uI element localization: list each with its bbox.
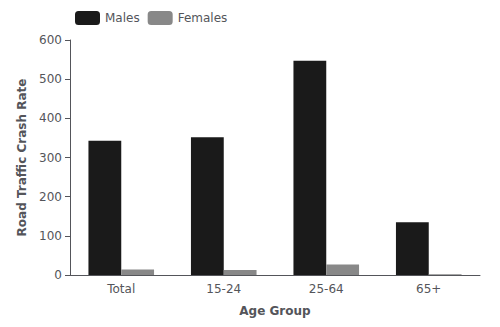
svg-text:300: 300	[39, 151, 62, 165]
svg-text:500: 500	[39, 72, 62, 86]
svg-text:Total: Total	[106, 282, 135, 296]
svg-text:25-64: 25-64	[309, 282, 344, 296]
svg-text:Females: Females	[178, 11, 228, 25]
svg-text:100: 100	[39, 229, 62, 243]
svg-text:200: 200	[39, 190, 62, 204]
svg-text:65+: 65+	[416, 282, 441, 296]
svg-text:Road Traffic Crash Rate: Road Traffic Crash Rate	[15, 79, 29, 237]
svg-text:0: 0	[54, 268, 62, 282]
svg-text:Age Group: Age Group	[239, 304, 311, 318]
svg-text:600: 600	[39, 33, 62, 47]
svg-text:15-24: 15-24	[206, 282, 241, 296]
svg-text:400: 400	[39, 111, 62, 125]
svg-text:Males: Males	[105, 11, 140, 25]
